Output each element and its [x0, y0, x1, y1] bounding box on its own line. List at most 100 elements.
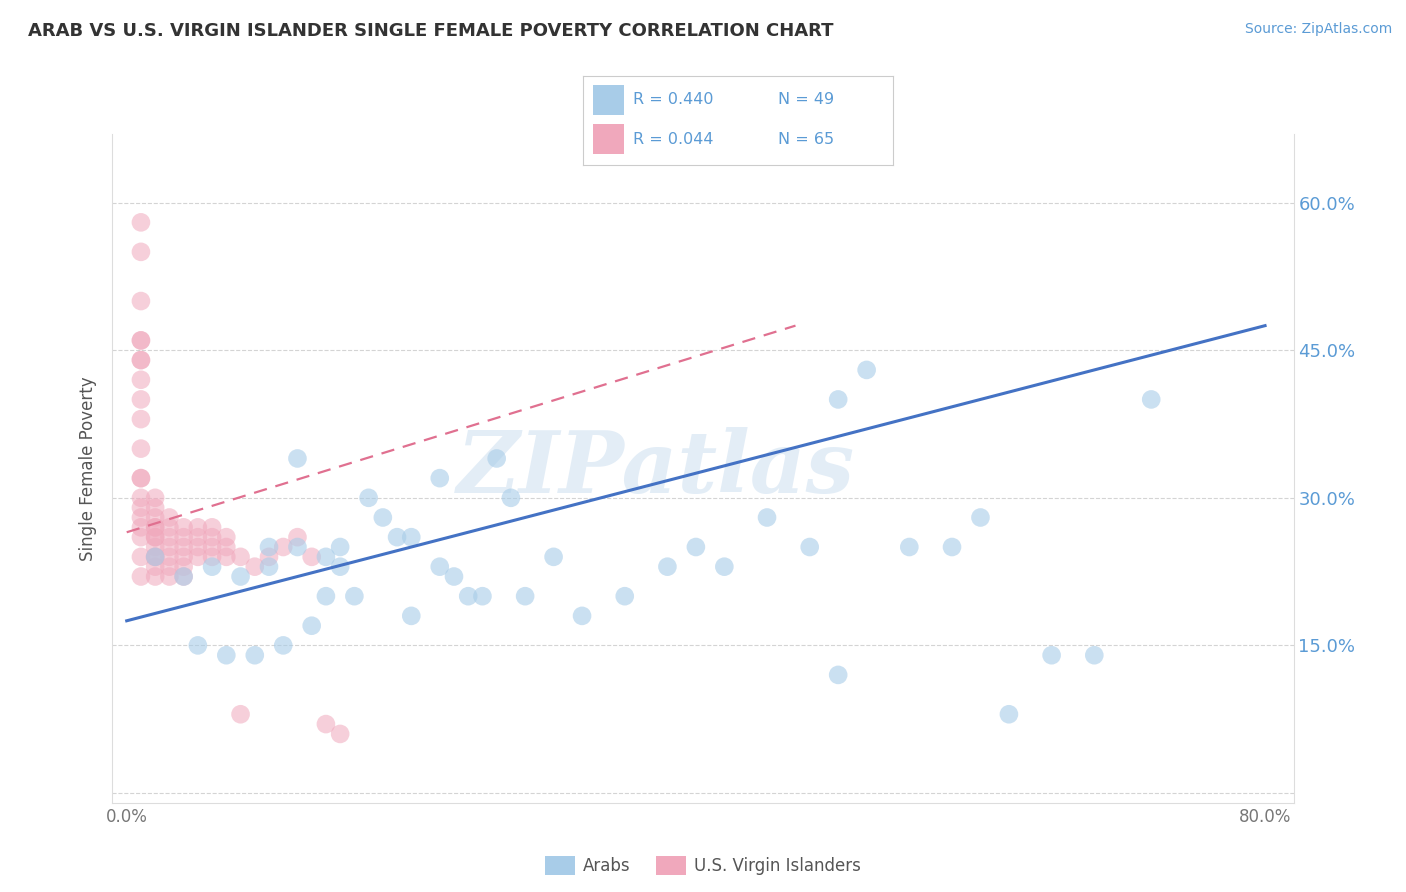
Point	[1040, 648, 1063, 663]
Point	[201, 559, 224, 574]
Point	[287, 530, 309, 544]
Point	[143, 549, 166, 564]
Text: R = 0.044: R = 0.044	[633, 132, 713, 146]
Point	[513, 589, 536, 603]
Point	[998, 707, 1021, 722]
Point	[301, 549, 323, 564]
Point	[129, 491, 152, 505]
Point	[571, 608, 593, 623]
Point	[257, 549, 280, 564]
Point	[301, 618, 323, 632]
Point	[157, 569, 180, 583]
Point	[429, 471, 451, 485]
Point	[201, 520, 224, 534]
Point	[215, 549, 238, 564]
Point	[129, 373, 152, 387]
Point	[371, 510, 394, 524]
Point	[187, 520, 209, 534]
Point	[941, 540, 963, 554]
Point	[257, 559, 280, 574]
Point	[187, 530, 209, 544]
Point	[229, 707, 252, 722]
Point	[271, 540, 294, 554]
Point	[129, 471, 152, 485]
Point	[898, 540, 921, 554]
Point	[143, 549, 166, 564]
Point	[243, 648, 266, 663]
Point	[157, 540, 180, 554]
Point	[257, 540, 280, 554]
Point	[129, 549, 152, 564]
Point	[429, 559, 451, 574]
Text: ARAB VS U.S. VIRGIN ISLANDER SINGLE FEMALE POVERTY CORRELATION CHART: ARAB VS U.S. VIRGIN ISLANDER SINGLE FEMA…	[28, 22, 834, 40]
Point	[471, 589, 494, 603]
Point	[143, 530, 166, 544]
Point	[129, 510, 152, 524]
Point	[129, 353, 152, 368]
Point	[157, 530, 180, 544]
Point	[229, 549, 252, 564]
Point	[401, 530, 423, 544]
Point	[401, 608, 423, 623]
Point	[457, 589, 479, 603]
FancyBboxPatch shape	[593, 85, 624, 115]
Point	[129, 412, 152, 426]
Point	[129, 569, 152, 583]
Point	[129, 244, 152, 259]
Point	[143, 491, 166, 505]
Point	[187, 549, 209, 564]
Point	[173, 540, 195, 554]
Point	[143, 520, 166, 534]
Point	[329, 540, 352, 554]
Point	[129, 215, 152, 229]
Point	[229, 569, 252, 583]
Point	[287, 451, 309, 466]
Point	[129, 353, 152, 368]
Point	[855, 363, 877, 377]
Point	[173, 569, 195, 583]
FancyBboxPatch shape	[593, 124, 624, 154]
Point	[143, 520, 166, 534]
Point	[1083, 648, 1105, 663]
Point	[443, 569, 465, 583]
Point	[173, 549, 195, 564]
Point	[713, 559, 735, 574]
Text: R = 0.440: R = 0.440	[633, 93, 713, 107]
Point	[215, 530, 238, 544]
Point	[827, 392, 849, 407]
Point	[173, 559, 195, 574]
Point	[129, 294, 152, 309]
Point	[129, 471, 152, 485]
Point	[657, 559, 679, 574]
Point	[315, 717, 337, 731]
Point	[129, 392, 152, 407]
Point	[173, 530, 195, 544]
Point	[157, 520, 180, 534]
Point	[143, 510, 166, 524]
Point	[243, 559, 266, 574]
Legend: Arabs, U.S. Virgin Islanders: Arabs, U.S. Virgin Islanders	[538, 849, 868, 881]
Point	[143, 500, 166, 515]
Point	[215, 648, 238, 663]
Point	[129, 520, 152, 534]
Point	[329, 559, 352, 574]
Point	[129, 442, 152, 456]
Point	[143, 559, 166, 574]
Point	[201, 549, 224, 564]
Point	[613, 589, 636, 603]
Point	[187, 540, 209, 554]
Point	[799, 540, 821, 554]
Point	[827, 668, 849, 682]
Point	[129, 530, 152, 544]
Point	[129, 334, 152, 348]
Point	[157, 559, 180, 574]
Text: N = 65: N = 65	[779, 132, 835, 146]
Point	[129, 500, 152, 515]
Y-axis label: Single Female Poverty: Single Female Poverty	[79, 376, 97, 560]
Point	[215, 540, 238, 554]
Point	[685, 540, 707, 554]
Point	[315, 549, 337, 564]
Point	[315, 589, 337, 603]
Point	[756, 510, 779, 524]
Point	[201, 530, 224, 544]
